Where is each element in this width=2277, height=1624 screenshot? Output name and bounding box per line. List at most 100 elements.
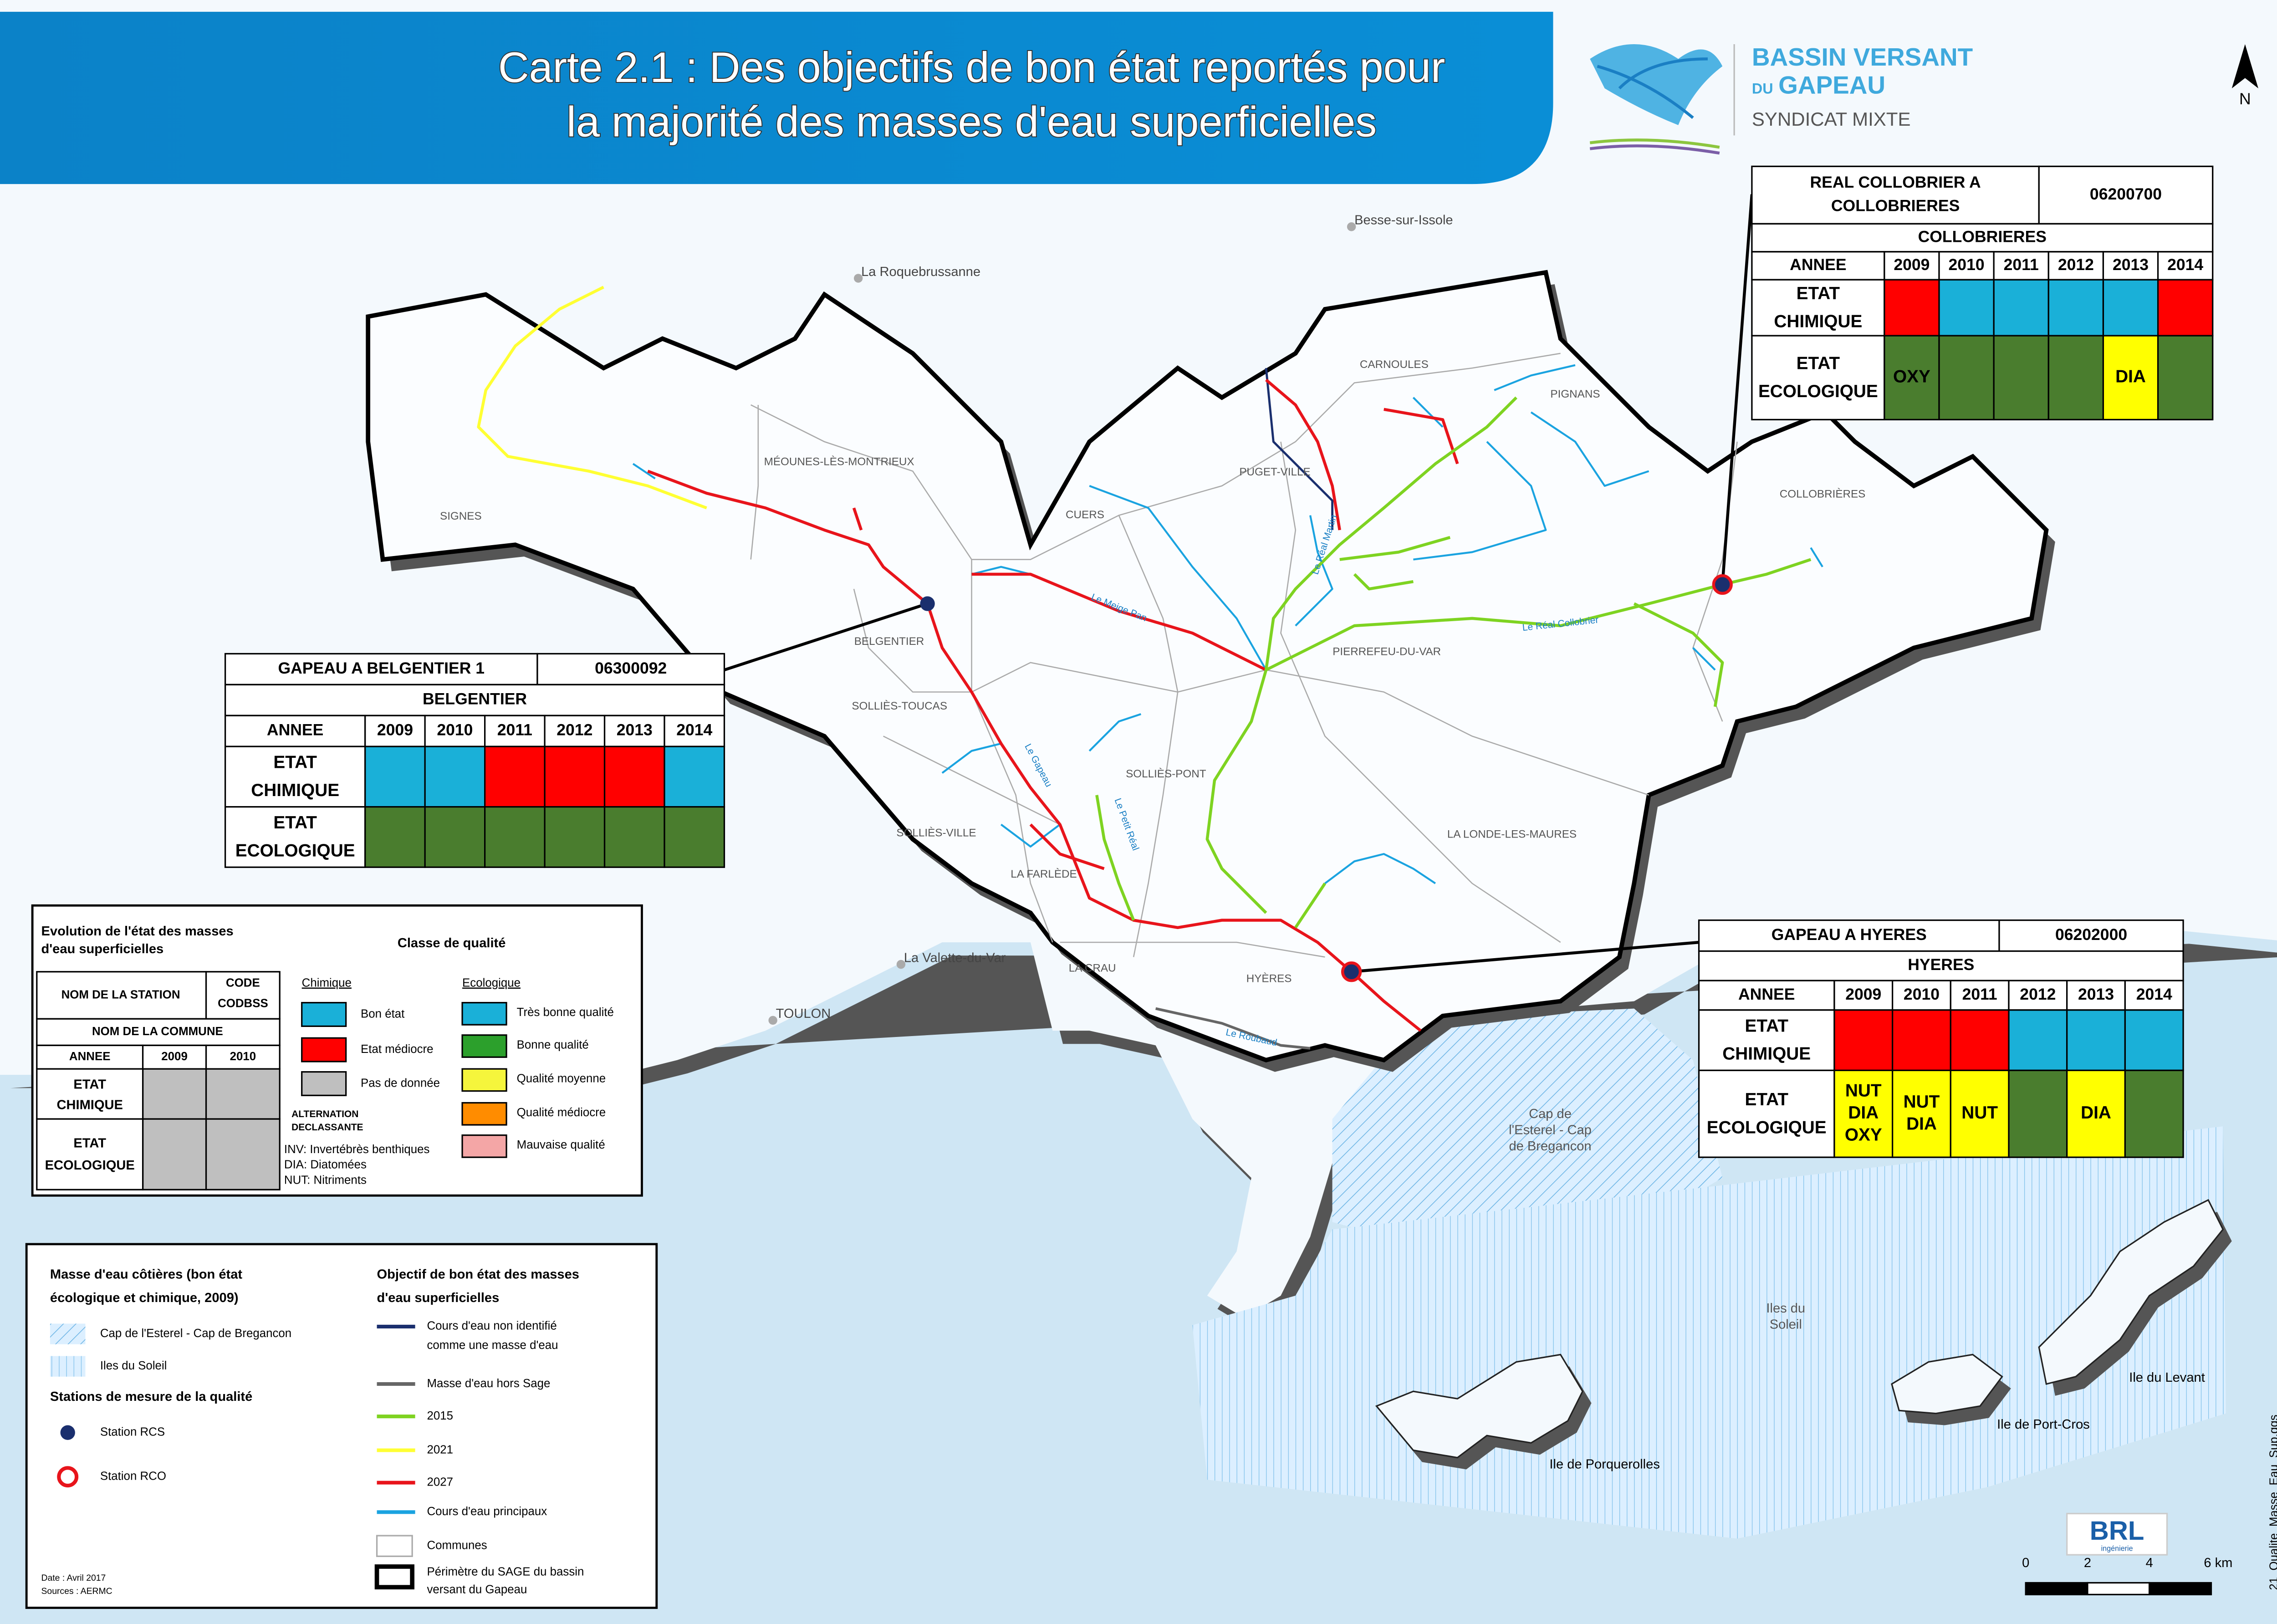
legend-label: Station RCO: [100, 1470, 166, 1483]
legend-title: Masse d'eau côtières (bon état: [50, 1267, 243, 1282]
year: 2012: [556, 721, 592, 739]
island-label: Ile de Port-Cros: [1997, 1417, 2090, 1432]
table-cell: [364, 715, 426, 747]
table-cell: [1698, 950, 2184, 981]
eco-label: DIA: [2115, 367, 2146, 387]
legend-label: Pas de donnée: [361, 1077, 440, 1089]
eco-cell: [1950, 1069, 2010, 1158]
footer-text: Date : Avril 2017: [41, 1573, 106, 1583]
table-cell: [536, 653, 725, 685]
legend-label: INV: Invertébrès benthiques: [284, 1143, 430, 1156]
station-name: GAPEAU A BELGENTIER 1: [278, 659, 485, 677]
chem-cell: [2047, 279, 2104, 337]
eco-cell: [2047, 335, 2104, 421]
basin: [366, 270, 2055, 1072]
commune-label: HYÈRES: [1246, 972, 1292, 985]
table-cell: [1751, 335, 1885, 421]
commune-label: PIERREFEU-DU-VAR: [1333, 646, 1441, 658]
chem-cell: [1892, 1009, 1951, 1072]
island-label: Ile du Levant: [2129, 1370, 2205, 1385]
legend-label: Masse d'eau hors Sage: [427, 1377, 550, 1390]
legend-swatch: [301, 1002, 347, 1027]
eco-cell: [1884, 335, 1940, 421]
legend-swatch: [50, 1356, 86, 1377]
year: 2014: [2136, 985, 2172, 1003]
sample-cell-text: 2010: [230, 1050, 256, 1063]
legend-label: Cap de l'Esterel - Cap de Bregancon: [100, 1327, 291, 1340]
stations: [920, 574, 1733, 982]
town-label: Besse-sur-Issole: [1354, 213, 1453, 228]
legend-swatch: [461, 1068, 507, 1092]
eco-label: DIA: [2081, 1103, 2111, 1123]
table-cell: [36, 1068, 144, 1120]
row-label: ETAT: [1745, 1016, 1788, 1036]
legend-label: Bonne qualité: [517, 1038, 589, 1051]
sea-label: Soleil: [1770, 1317, 1802, 1332]
chem-cell: [664, 746, 725, 808]
year: 2009: [1845, 985, 1881, 1003]
eco-cell: [664, 806, 725, 868]
legend-swatch: [376, 1535, 413, 1557]
legend-subtitle: DECLASSANTE: [291, 1122, 363, 1133]
station-code: 06300092: [595, 659, 667, 677]
coastal-zone-cap: [1332, 1008, 1723, 1244]
sample-cell-text: ECOLOGIQUE: [45, 1158, 135, 1173]
sample-cell-text: NOM DE LA COMMUNE: [92, 1025, 223, 1038]
legend-label: 2027: [427, 1476, 453, 1488]
legend-title: Stations de mesure de la qualité: [50, 1389, 252, 1404]
commune-label: COLLOBRIÈRES: [1780, 488, 1866, 500]
eco-label: NUT: [1845, 1081, 1882, 1101]
year: 2010: [1949, 255, 1985, 274]
legend-title: Evolution de l'état des masses: [41, 924, 234, 939]
scale-label: 2: [2084, 1556, 2091, 1570]
legend-swatch: [50, 1323, 86, 1344]
chem-cell: [2157, 279, 2214, 337]
station-name: GAPEAU A HYERES: [1772, 925, 1927, 944]
sample-cell: [205, 1118, 281, 1190]
legend-label: Station RCS: [100, 1426, 165, 1439]
year: 2011: [2004, 255, 2039, 274]
chem-cell: [544, 746, 606, 808]
table-cell: [1698, 980, 1835, 1011]
table-cell: [2066, 980, 2126, 1011]
commune-label: SOLLIÈS-TOUCAS: [852, 700, 947, 712]
logo-mark: [1589, 44, 1735, 155]
year: 2011: [497, 721, 532, 739]
row-label: CHIMIQUE: [251, 781, 339, 800]
eco-cell: [364, 806, 426, 868]
year-header: ANNEE: [267, 721, 323, 739]
commune-label: MÉOUNES-LÈS-MONTRIEUX: [764, 456, 914, 468]
title: Carte 2.1 : Des objectifs de bon état re…: [498, 43, 1445, 91]
commune-label: CUERS: [1066, 509, 1104, 521]
row-label: ETAT: [1797, 284, 1840, 303]
table-cell: [1993, 251, 2049, 281]
legend-title: Classe de qualité: [398, 936, 506, 950]
legend-swatch: [301, 1071, 347, 1096]
legend-symbol: [57, 1466, 79, 1488]
north-label: N: [2239, 90, 2251, 108]
legend-label: comme une masse d'eau: [427, 1339, 558, 1352]
legend-symbol: [60, 1425, 75, 1440]
year-header: ANNEE: [1738, 985, 1795, 1003]
legend-label: 2021: [427, 1443, 453, 1456]
eco-label: OXY: [1893, 367, 1930, 387]
table-cell: [205, 971, 281, 1020]
legend-subtitle: ALTERNATION: [291, 1109, 358, 1119]
town-label: La Roquebrussanne: [861, 265, 980, 279]
year: 2013: [2078, 985, 2114, 1003]
sample-cell-text: CODE: [226, 976, 260, 989]
town-dot: [1347, 222, 1356, 231]
table-cell: [1998, 919, 2184, 952]
legend-label: Communes: [427, 1539, 487, 1552]
year: 2012: [2058, 255, 2094, 274]
table-cell: [603, 715, 665, 747]
eco-label: OXY: [1845, 1125, 1882, 1145]
legend-swatch: [461, 1134, 507, 1158]
chem-cell: [1950, 1009, 2010, 1072]
row-label: ETAT: [1797, 353, 1840, 373]
sea-label: l'Esterel - Cap: [1509, 1123, 1592, 1138]
row-label: ETAT: [273, 813, 317, 832]
legend-label: Périmètre du SAGE du bassin: [427, 1566, 584, 1578]
